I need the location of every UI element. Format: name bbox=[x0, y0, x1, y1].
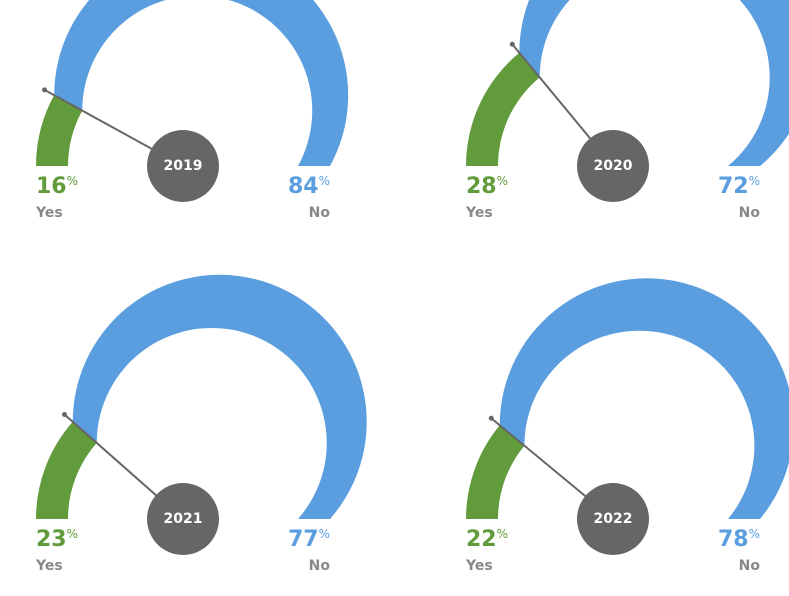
percent-label: 78% bbox=[718, 527, 760, 553]
hub bbox=[577, 483, 649, 555]
percent-label: 22% bbox=[466, 527, 508, 553]
category-label: Yes bbox=[35, 205, 63, 221]
gauge-segment bbox=[466, 425, 525, 519]
gauge-segment bbox=[36, 421, 97, 519]
percent-unit: % bbox=[319, 527, 330, 541]
percent-label: 23% bbox=[36, 527, 78, 553]
percent-value: 16 bbox=[36, 174, 67, 199]
needle-tip bbox=[42, 87, 48, 93]
percent-unit: % bbox=[67, 527, 78, 541]
needle-tip bbox=[509, 41, 515, 47]
percent-value: 77 bbox=[288, 527, 319, 552]
gauge-segment bbox=[36, 95, 83, 166]
category-label: No bbox=[739, 205, 761, 221]
gauge-title: 2022 bbox=[594, 511, 633, 527]
percent-unit: % bbox=[67, 174, 78, 188]
percent-value: 72 bbox=[718, 174, 749, 199]
category-label: No bbox=[309, 205, 331, 221]
hub bbox=[147, 130, 219, 202]
percent-label: 28% bbox=[466, 174, 508, 200]
percent-label: 16% bbox=[36, 174, 78, 200]
percent-label: 84% bbox=[288, 174, 330, 200]
gauge-segment bbox=[466, 52, 540, 166]
percent-value: 23 bbox=[36, 527, 67, 552]
needle-tip bbox=[61, 412, 67, 418]
percent-value: 28 bbox=[466, 174, 497, 199]
percent-value: 78 bbox=[718, 527, 749, 552]
gauge-title: 2020 bbox=[594, 158, 633, 174]
hub bbox=[147, 483, 219, 555]
gauge-segment bbox=[499, 278, 789, 519]
gauge-title: 2019 bbox=[164, 158, 203, 174]
percent-label: 72% bbox=[718, 174, 760, 200]
percent-unit: % bbox=[497, 174, 508, 188]
category-label: Yes bbox=[465, 205, 493, 221]
percent-value: 84 bbox=[288, 174, 319, 199]
needle-tip bbox=[488, 415, 494, 421]
percent-unit: % bbox=[497, 527, 508, 541]
category-label: No bbox=[309, 558, 331, 574]
hub bbox=[577, 130, 649, 202]
gauge-segment bbox=[54, 0, 349, 166]
percent-unit: % bbox=[319, 174, 330, 188]
gauge-segment bbox=[519, 0, 789, 166]
gauge-segment bbox=[72, 274, 367, 519]
category-label: Yes bbox=[465, 558, 493, 574]
category-label: No bbox=[739, 558, 761, 574]
category-label: Yes bbox=[35, 558, 63, 574]
percent-unit: % bbox=[749, 174, 760, 188]
percent-unit: % bbox=[749, 527, 760, 541]
percent-label: 77% bbox=[288, 527, 330, 553]
percent-value: 22 bbox=[466, 527, 497, 552]
gauge-title: 2021 bbox=[164, 511, 203, 527]
